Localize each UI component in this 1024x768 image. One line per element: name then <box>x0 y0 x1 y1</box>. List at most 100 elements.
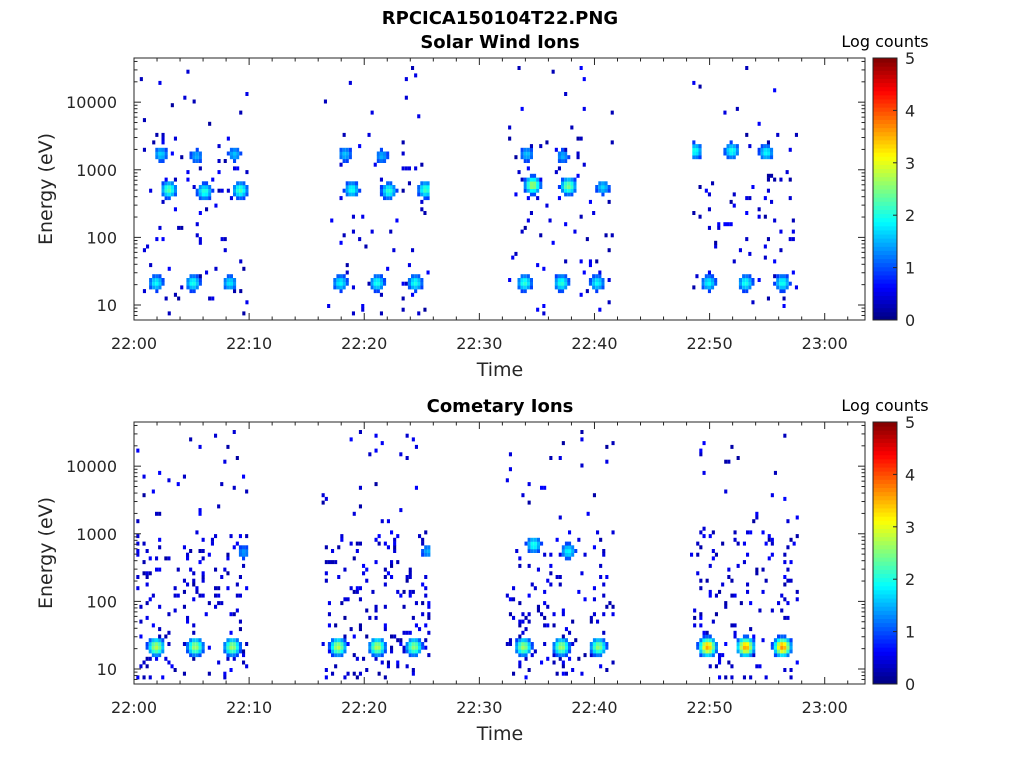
spectrogram-cell <box>167 556 171 561</box>
spectrogram-cell <box>782 296 786 301</box>
spectrogram-cell <box>355 549 359 553</box>
spectrogram-cell <box>602 642 606 646</box>
spectrogram-cell <box>749 530 753 535</box>
colorbar-swatch <box>873 532 897 538</box>
spectrogram-cell <box>521 645 525 650</box>
spectrogram-cell <box>158 159 162 163</box>
spectrogram-cell <box>729 151 733 156</box>
colorbar-swatch <box>873 303 897 309</box>
spectrogram-cell <box>526 274 530 279</box>
spectrogram-cell <box>568 656 572 661</box>
spectrogram-cell <box>158 511 162 516</box>
spectrogram-cell <box>699 645 703 650</box>
spectrogram-cell <box>386 519 390 524</box>
spectrogram-cell <box>529 177 533 182</box>
spectrogram-cell <box>711 530 715 535</box>
spectrogram-cell <box>232 656 236 661</box>
spectrogram-cell <box>223 459 227 464</box>
spectrogram-cell <box>405 456 409 460</box>
colorbar-swatch <box>873 86 897 92</box>
spectrogram-cell <box>540 541 544 546</box>
spectrogram-cell <box>239 196 243 201</box>
spectrogram-cell <box>592 638 596 643</box>
spectrogram-cell <box>192 278 196 282</box>
spectrogram-cell <box>596 619 600 624</box>
spectrogram-cell <box>773 281 777 286</box>
spectrogram-cell <box>518 638 522 643</box>
spectrogram-cell <box>189 289 193 294</box>
spectrogram-cell <box>374 615 378 620</box>
spectrogram-cell <box>733 623 737 628</box>
spectrogram-cell <box>564 259 568 264</box>
spectrogram-cell <box>192 185 196 189</box>
spectrogram-cell <box>226 552 230 557</box>
spectrogram-cell <box>414 166 418 171</box>
spectrogram-cell <box>707 207 711 212</box>
spectrogram-cell <box>167 185 171 189</box>
spectrogram-cell <box>698 84 702 89</box>
spectrogram-cell <box>536 545 540 550</box>
spectrogram-cell <box>376 278 380 282</box>
spectrogram-cell <box>520 147 524 152</box>
spectrogram-cell <box>349 627 353 632</box>
spectrogram-cell <box>331 638 335 643</box>
spectrogram-cell <box>530 541 534 546</box>
spectrogram-cell <box>245 549 249 553</box>
spectrogram-cell <box>167 192 171 197</box>
spectrogram-cell <box>726 222 730 227</box>
spectrogram-cell <box>155 656 159 661</box>
spectrogram-cell <box>746 589 750 594</box>
colorbar-swatch <box>873 70 897 75</box>
spectrogram-cell <box>564 649 568 654</box>
spectrogram-cell <box>520 289 524 294</box>
spectrogram-cell <box>402 645 406 650</box>
spectrogram-cell <box>176 593 180 598</box>
spectrogram-cell <box>192 653 196 658</box>
colorbar-swatch <box>873 66 897 71</box>
spectrogram-cell <box>760 147 764 152</box>
spectrogram-cell <box>573 177 577 182</box>
spectrogram-cell <box>198 196 202 201</box>
spectrogram-cell <box>717 222 721 227</box>
spectrogram-cell <box>374 638 378 643</box>
spectrogram-cell <box>702 534 706 539</box>
spectrogram-cell <box>161 147 165 152</box>
spectrogram-cell <box>351 214 355 219</box>
spectrogram-cell <box>167 642 171 646</box>
spectrogram-cell <box>155 556 159 561</box>
spectrogram-cell <box>707 285 711 290</box>
colorbar-swatch <box>873 544 897 550</box>
spectrogram-cell <box>730 593 734 598</box>
spectrogram-cell <box>399 452 403 457</box>
spectrogram-cell <box>233 278 237 282</box>
spectrogram-cell <box>226 444 230 449</box>
spectrogram-cell <box>145 582 149 587</box>
spectrogram-cell <box>148 556 152 561</box>
spectrogram-cell <box>427 653 431 658</box>
spectrogram-cell <box>757 121 761 126</box>
spectrogram-cell <box>508 612 512 617</box>
spectrogram-cell <box>604 188 608 193</box>
spectrogram-cell <box>424 530 428 535</box>
spectrogram-cell <box>779 285 783 290</box>
spectrogram-cell <box>564 653 568 658</box>
panel-1-x-label: Time <box>476 359 524 381</box>
spectrogram-cell <box>136 575 140 579</box>
colorbar-swatch <box>873 610 897 615</box>
spectrogram-cell <box>773 653 777 658</box>
colorbar-swatch <box>873 139 897 145</box>
spectrogram-cell <box>561 671 565 676</box>
colorbar-swatch <box>873 507 897 513</box>
spectrogram-cell <box>158 80 162 85</box>
spectrogram-cell <box>173 593 177 598</box>
colorbar-swatch <box>873 111 897 116</box>
spectrogram-cell <box>527 549 531 553</box>
spectrogram-cell <box>235 653 239 658</box>
spectrogram-cell <box>540 485 544 490</box>
spectrogram-cell <box>607 188 611 193</box>
spectrogram-cell <box>576 136 580 141</box>
spectrogram-cell <box>214 203 218 208</box>
spectrogram-cell <box>564 552 568 557</box>
spectrogram-cell <box>755 515 759 520</box>
